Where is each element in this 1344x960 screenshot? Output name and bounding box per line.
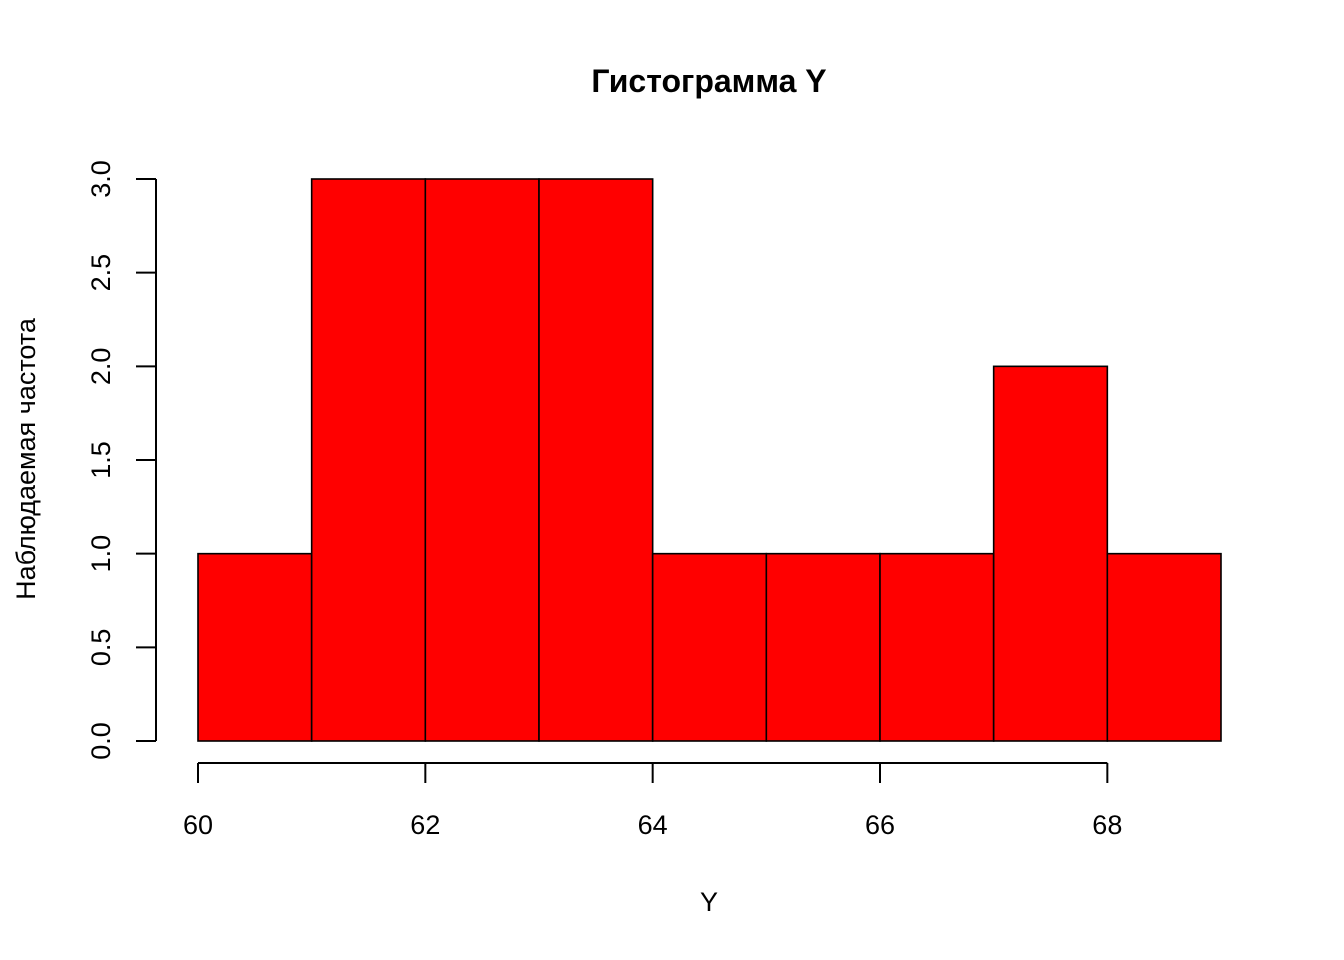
x-tick-label: 68: [1092, 810, 1122, 840]
x-tick-label: 62: [410, 810, 440, 840]
y-tick-label: 3.0: [86, 160, 116, 198]
y-axis-label: Наблюдаемая частота: [11, 317, 41, 600]
y-tick-label: 1.5: [86, 441, 116, 479]
y-tick-label: 0.5: [86, 629, 116, 667]
x-tick-label: 64: [638, 810, 668, 840]
bars-group: [197, 178, 1222, 742]
histogram-bar-6: [879, 552, 995, 742]
chart-title: Гистограмма Y: [591, 63, 826, 99]
histogram-bar-7: [992, 365, 1109, 742]
histogram-bar-0: [197, 552, 313, 742]
histogram-bar-2: [424, 178, 540, 742]
x-tick-label: 60: [183, 810, 213, 840]
x-axis-label: Y: [700, 887, 718, 917]
y-tick-label: 2.5: [86, 254, 116, 292]
histogram-bar-5: [765, 552, 881, 742]
histogram-bar-8: [1106, 552, 1222, 742]
histogram-bar-1: [310, 178, 427, 742]
y-axis: 0.0 0.5 1.0 1.5 2.0 2.5 3.0: [86, 160, 157, 760]
x-axis: 60 62 64 66 68: [183, 762, 1122, 840]
y-tick-label: 0.0: [86, 722, 116, 760]
histogram-bar-3: [538, 178, 654, 742]
histogram-bar-4: [651, 552, 768, 742]
y-tick-label: 2.0: [86, 348, 116, 386]
y-tick-label: 1.0: [86, 535, 116, 573]
x-tick-label: 66: [865, 810, 895, 840]
